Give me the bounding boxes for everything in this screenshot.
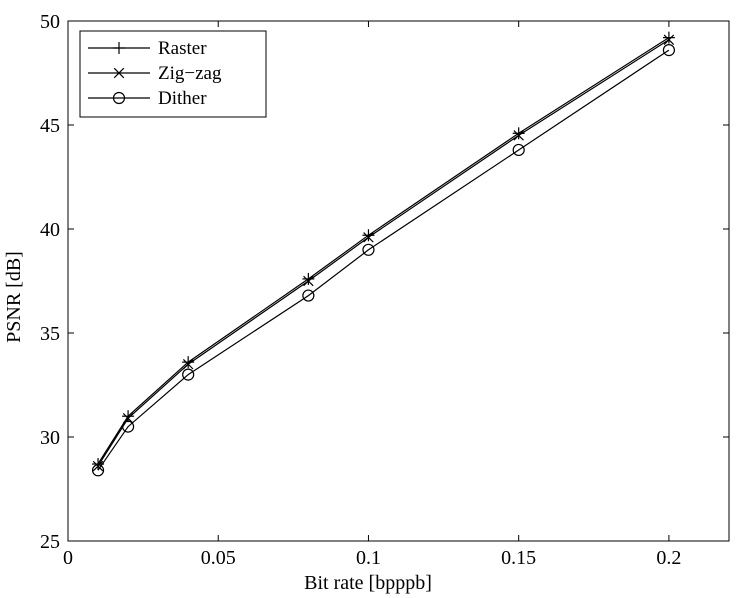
legend-marker: [113, 42, 125, 54]
legend-box: [79, 30, 267, 118]
legend: Raster Zig−zag Dither: [79, 30, 267, 118]
axes: 0 0.05 0.1 0.15 0.2 25 30 35 40 45 50: [40, 11, 729, 569]
legend-label: Raster: [158, 38, 207, 59]
legend-label: Zig−zag: [158, 63, 222, 84]
legend-entry: Raster: [88, 38, 207, 59]
series-circle: [91, 44, 676, 477]
y-tick-label: 50: [40, 11, 60, 33]
x-tick-label: 0.1: [356, 547, 381, 569]
data-point-x: [363, 232, 374, 243]
data-point-circle: [362, 243, 375, 256]
y-axis-label: PSNR [dB]: [3, 251, 25, 343]
data-point-x: [513, 130, 524, 141]
legend-entry: Zig−zag: [88, 63, 222, 84]
x-axis-label: Bit rate [bpppb]: [304, 572, 432, 594]
legend-marker: [113, 67, 125, 79]
y-tick-label: 25: [40, 531, 60, 553]
data-point-circle: [302, 289, 315, 302]
legend-entry: Dither: [88, 88, 207, 109]
data-point-circle: [182, 368, 195, 381]
data-point-x: [303, 275, 314, 287]
data-point-circle: [662, 44, 676, 57]
data-point-x: [92, 460, 104, 472]
series-layer: [91, 31, 676, 477]
x-tick-label: 0: [63, 547, 73, 569]
series-line-circle: [97, 49, 670, 471]
legend-label: Dither: [158, 88, 207, 109]
data-point-x: [663, 34, 675, 45]
data-point-plus: [662, 31, 675, 44]
y-tick-label: 45: [40, 115, 60, 137]
data-point-plus: [302, 272, 315, 285]
series-x: [92, 34, 675, 472]
x-tick-label: 0.15: [501, 547, 536, 569]
series-plus: [92, 31, 675, 471]
y-tick-label: 35: [40, 323, 60, 345]
data-point-x: [182, 358, 194, 370]
data-point-circle: [121, 420, 135, 433]
data-point-circle: [91, 464, 105, 477]
y-tick-label: 30: [40, 427, 60, 449]
x-tick-label: 0.05: [201, 547, 236, 569]
y-tick-label: 40: [40, 219, 60, 241]
data-point-circle: [512, 143, 525, 157]
data-point-plus: [122, 410, 135, 423]
legend-marker: [112, 91, 126, 105]
x-tick-label: 0.2: [656, 547, 681, 569]
